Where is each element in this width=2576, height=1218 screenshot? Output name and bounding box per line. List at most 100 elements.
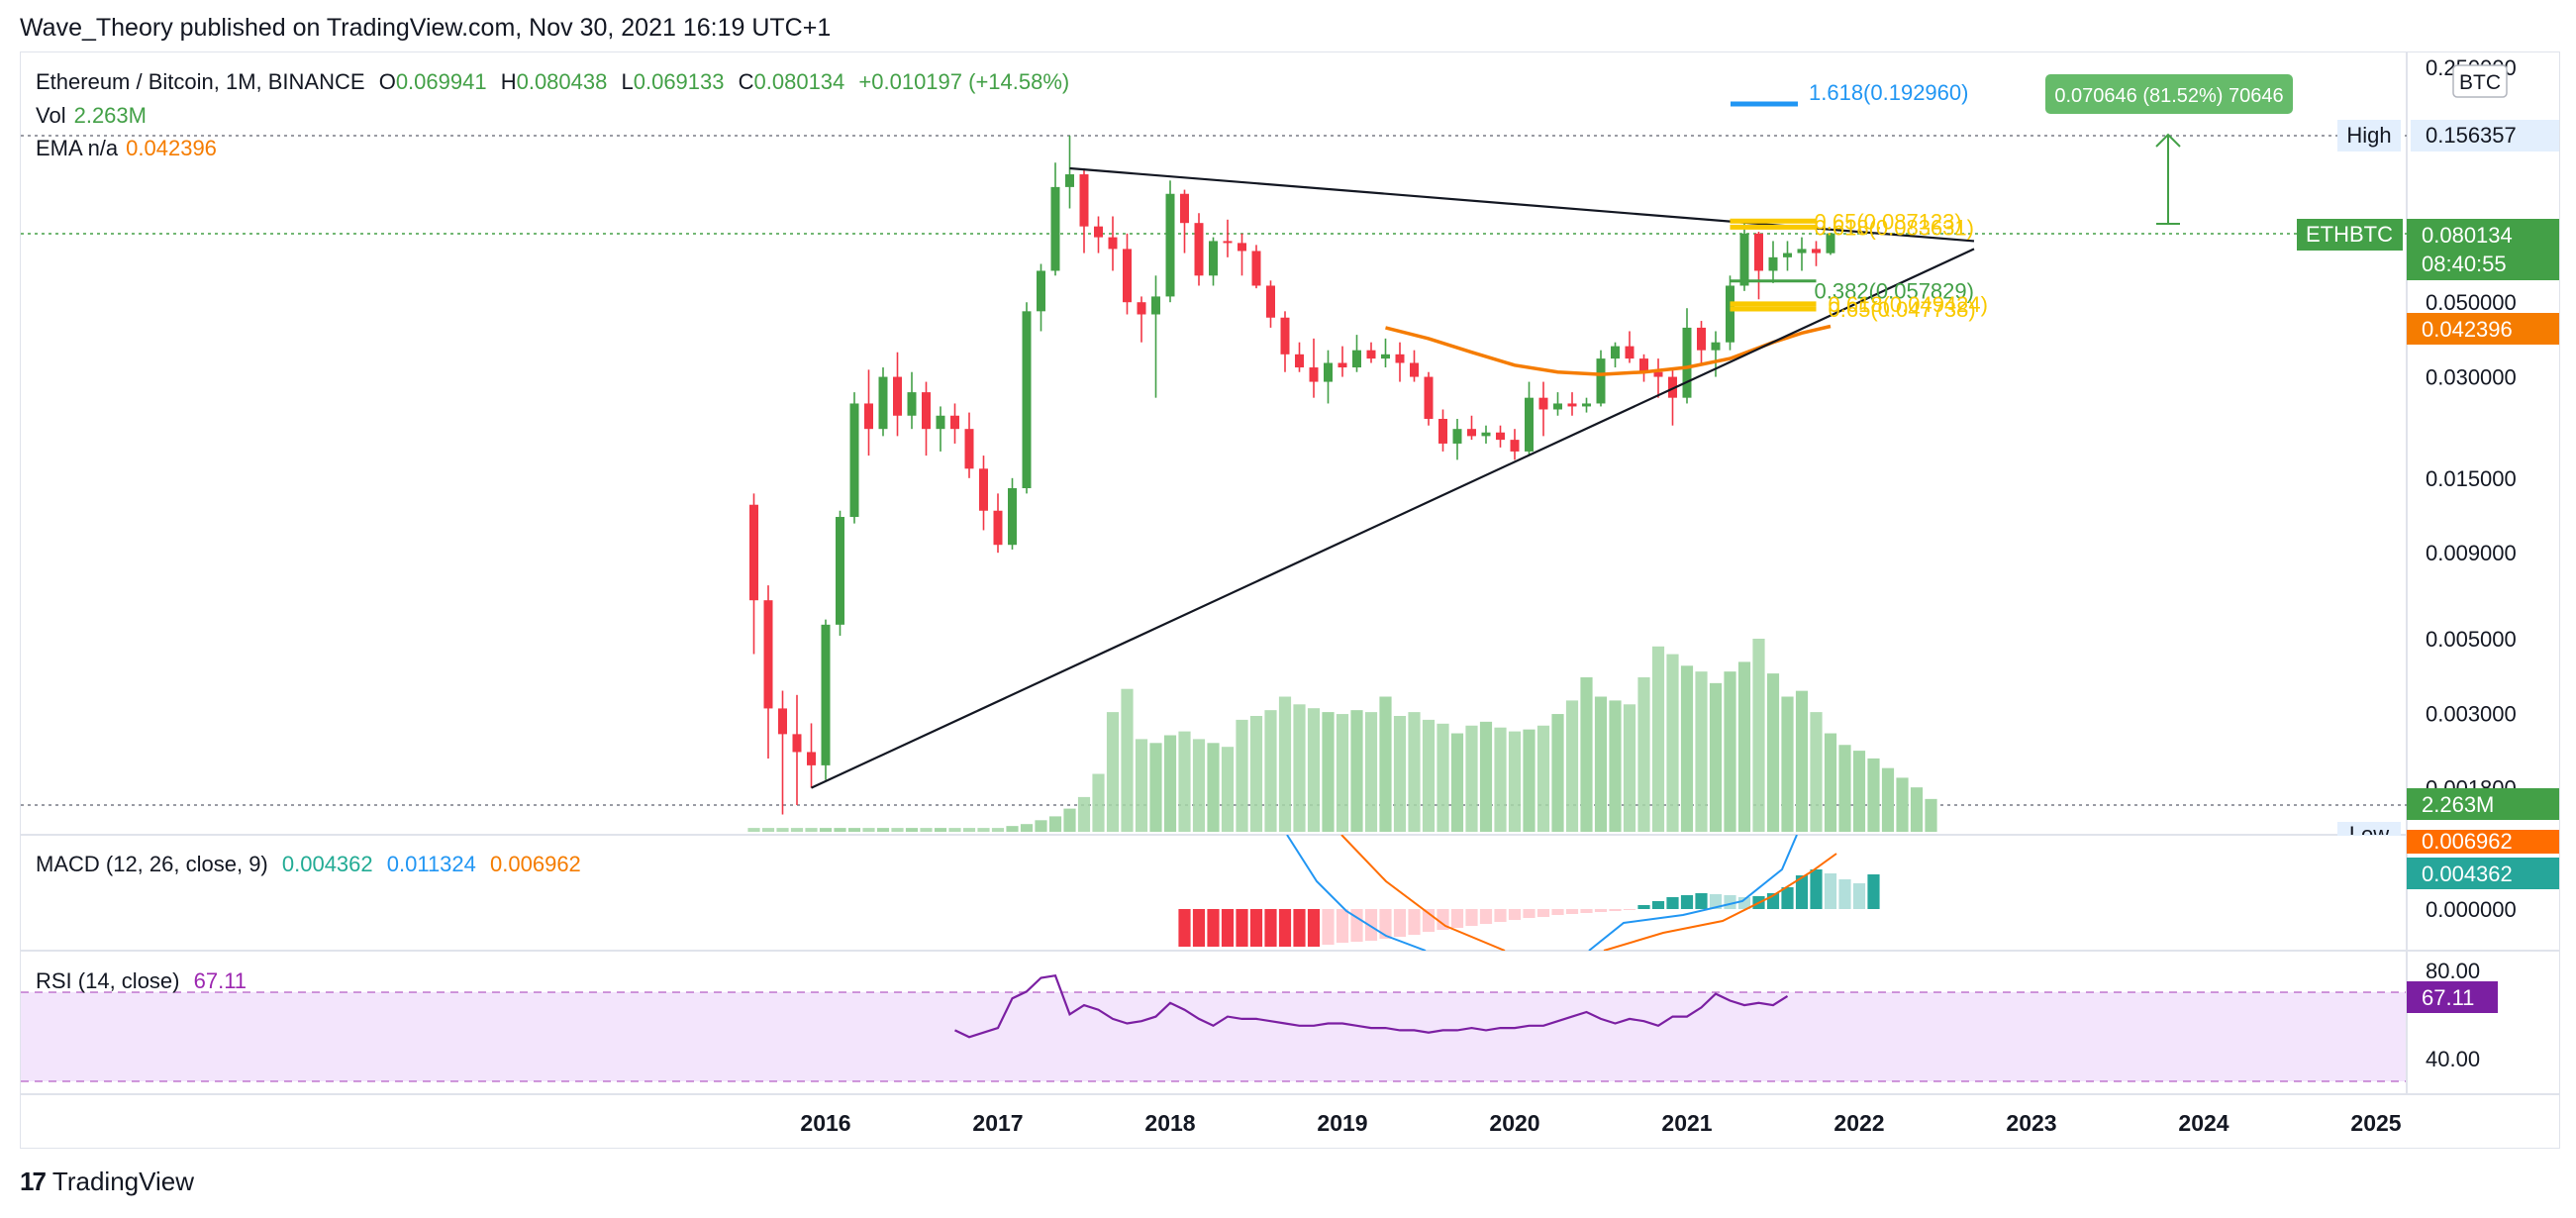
candle-body: [1467, 429, 1476, 437]
macd-histogram-bar: [1307, 909, 1321, 947]
measure-label: 0.070646 (81.52%) 70646: [2054, 85, 2283, 107]
candle-body: [1783, 253, 1792, 257]
candle-body: [1711, 342, 1721, 351]
candle-body: [763, 600, 773, 709]
macd-histogram-bar: [1666, 897, 1679, 909]
tradingview-logo[interactable]: 17 TradingView: [20, 1167, 194, 1197]
candle-body: [878, 376, 888, 430]
currency-box[interactable]: [2452, 64, 2508, 98]
price-axis-ticks: 0.2500000.0800000.0500000.0300000.015000…: [2426, 55, 2517, 801]
candle-body: [1653, 371, 1663, 377]
candle-body: [1223, 241, 1233, 244]
macd-histogram-bar: [1594, 909, 1608, 912]
volume-bar: [1551, 714, 1564, 832]
volume-bar: [1393, 716, 1407, 832]
volume-bar: [1336, 714, 1349, 832]
candle-body: [1381, 354, 1390, 359]
volume-bar: [1824, 733, 1837, 832]
candle-body: [1668, 376, 1677, 398]
macd-histogram-bar: [1393, 909, 1407, 937]
symbol-title: Ethereum / Bitcoin, 1M, BINANCE: [36, 69, 365, 94]
candle-body: [836, 517, 844, 625]
candle-body: [1165, 193, 1175, 297]
open-value: 0.069941: [395, 69, 487, 94]
volume-bar: [1163, 735, 1177, 832]
high-label-bg: [2337, 120, 2401, 152]
volume-bar: [1077, 796, 1091, 832]
candle-body: [1582, 403, 1591, 407]
candle-body: [1151, 296, 1160, 315]
time-axis-label: 2018: [1144, 1110, 1195, 1136]
candle-body: [979, 468, 988, 511]
macd-histogram-bar: [1781, 887, 1794, 909]
candle-body: [1050, 186, 1060, 271]
volume-bar: [1766, 673, 1780, 832]
candle-body: [1625, 346, 1635, 359]
candle-body: [1251, 251, 1261, 286]
volume-legend: Vol 2.263M: [36, 103, 154, 129]
trendline-descending[interactable]: [1069, 166, 1975, 243]
time-axis-label: 2017: [972, 1110, 1023, 1136]
macd-histogram-bar: [1178, 909, 1191, 947]
volume-bar: [847, 828, 861, 832]
volume-bar: [1680, 665, 1694, 832]
macd-histogram-bar: [1465, 909, 1478, 926]
low-value: 0.069133: [633, 69, 725, 94]
candle-body: [1094, 226, 1103, 238]
macd-axis-tick: 0.000000: [2426, 897, 2517, 922]
volume-bar: [1236, 719, 1248, 832]
candle-body: [1238, 243, 1246, 252]
candle-body: [1739, 233, 1749, 286]
rsi-band: [21, 992, 2407, 1081]
high-value: 0.156357: [2426, 123, 2517, 148]
rsi-value: 67.11: [193, 968, 248, 993]
vol-badge-bg: [2407, 788, 2559, 820]
fib-levels[interactable]: 0.65(0.087123)0.618(0.083631) 0.382(0.057…: [1730, 209, 1988, 322]
time-axis-label: 2024: [2178, 1110, 2229, 1136]
macd-histogram-bar: [1637, 905, 1650, 909]
macd-histogram-bar: [1207, 909, 1220, 947]
candle-body: [993, 510, 1003, 546]
volume-bar: [948, 828, 961, 832]
macd-histogram-bar: [1249, 909, 1263, 947]
macd-signal-line: [1340, 835, 1506, 951]
bar-countdown: 08:40:55: [2422, 252, 2507, 276]
candle-body: [778, 708, 787, 735]
candle-body: [1812, 249, 1821, 254]
macd-histogram-bar: [1379, 909, 1392, 939]
currency-label: BTC: [2459, 71, 2501, 94]
candle-body: [1180, 193, 1189, 224]
low-label-bg: [2337, 822, 2401, 836]
symbol-legend: Ethereum / Bitcoin, 1M, BINANCE O0.06994…: [36, 69, 1077, 95]
time-axis-label: 2023: [2006, 1110, 2056, 1136]
macd-histogram-bar: [1680, 895, 1694, 909]
macd-legend: MACD (12, 26, close, 9) 0.004362 0.01132…: [36, 852, 589, 877]
volume-bar: [1178, 731, 1191, 832]
candle-body: [1123, 249, 1132, 303]
rsi-axis-tick-40: 40.00: [2426, 1047, 2480, 1071]
macd-histogram-bar: [1293, 909, 1306, 947]
candle-body: [907, 392, 917, 416]
volume-bar: [1121, 688, 1134, 832]
rsi-label: RSI (14, close): [36, 968, 180, 993]
candle-body: [1324, 362, 1333, 382]
trendline-ascending[interactable]: [811, 248, 1975, 789]
candle-body: [749, 504, 758, 601]
volume-bar: [1092, 773, 1105, 832]
candle-body: [1008, 488, 1017, 546]
symbol-badge-bg: [2297, 219, 2403, 251]
fib-1618-label: 1.618(0.192960): [1809, 80, 1968, 105]
candle-body: [1295, 354, 1304, 368]
trendlines[interactable]: [811, 166, 1975, 789]
candle-body: [1079, 174, 1089, 227]
volume-bar: [790, 828, 804, 832]
macd-histogram-bar: [1192, 909, 1206, 947]
macd-histogram-bar: [1737, 897, 1751, 909]
macd-histogram-bar: [1508, 909, 1522, 920]
ema-value: 0.042396: [126, 136, 217, 160]
volume-bar: [1278, 696, 1292, 832]
measure-label-bg[interactable]: [2045, 74, 2293, 114]
ema-legend: EMA n/a 0.042396: [36, 136, 225, 161]
time-axis-label: 2022: [1833, 1110, 1884, 1136]
